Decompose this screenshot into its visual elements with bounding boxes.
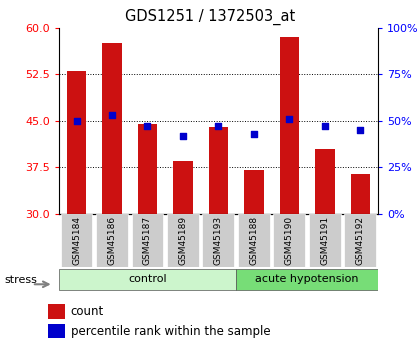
- FancyBboxPatch shape: [96, 215, 128, 267]
- Bar: [48, 324, 65, 338]
- Text: GDS1251 / 1372503_at: GDS1251 / 1372503_at: [125, 9, 295, 25]
- FancyBboxPatch shape: [344, 215, 376, 267]
- Point: [109, 112, 116, 118]
- Bar: [209, 127, 228, 214]
- Bar: [48, 304, 65, 319]
- Text: GSM45184: GSM45184: [72, 216, 81, 265]
- FancyBboxPatch shape: [167, 215, 199, 267]
- Text: count: count: [71, 305, 104, 318]
- Text: acute hypotension: acute hypotension: [255, 275, 359, 284]
- Bar: [315, 149, 335, 214]
- Point: [180, 133, 186, 138]
- Text: percentile rank within the sample: percentile rank within the sample: [71, 325, 270, 338]
- Point: [73, 118, 80, 124]
- Bar: [173, 161, 193, 214]
- Text: GSM45186: GSM45186: [108, 216, 116, 265]
- FancyBboxPatch shape: [236, 268, 378, 290]
- Text: stress: stress: [4, 275, 37, 285]
- Text: GSM45192: GSM45192: [356, 216, 365, 265]
- Point: [321, 124, 328, 129]
- FancyBboxPatch shape: [238, 215, 270, 267]
- Text: GSM45187: GSM45187: [143, 216, 152, 265]
- Text: GSM45193: GSM45193: [214, 216, 223, 265]
- Text: control: control: [128, 275, 167, 284]
- Point: [144, 124, 151, 129]
- FancyBboxPatch shape: [202, 215, 234, 267]
- Bar: [351, 174, 370, 214]
- Bar: [280, 37, 299, 214]
- Point: [286, 116, 293, 122]
- Bar: [138, 124, 157, 214]
- Bar: [244, 170, 264, 214]
- Text: GSM45190: GSM45190: [285, 216, 294, 265]
- Text: GSM45189: GSM45189: [178, 216, 187, 265]
- Text: GSM45191: GSM45191: [320, 216, 329, 265]
- Text: GSM45188: GSM45188: [249, 216, 258, 265]
- Point: [250, 131, 257, 137]
- Bar: [102, 43, 122, 214]
- FancyBboxPatch shape: [273, 215, 305, 267]
- FancyBboxPatch shape: [309, 215, 341, 267]
- Point: [215, 124, 222, 129]
- Point: [357, 127, 364, 133]
- FancyBboxPatch shape: [131, 215, 163, 267]
- Bar: [67, 71, 86, 214]
- FancyBboxPatch shape: [59, 268, 236, 290]
- FancyBboxPatch shape: [60, 215, 92, 267]
